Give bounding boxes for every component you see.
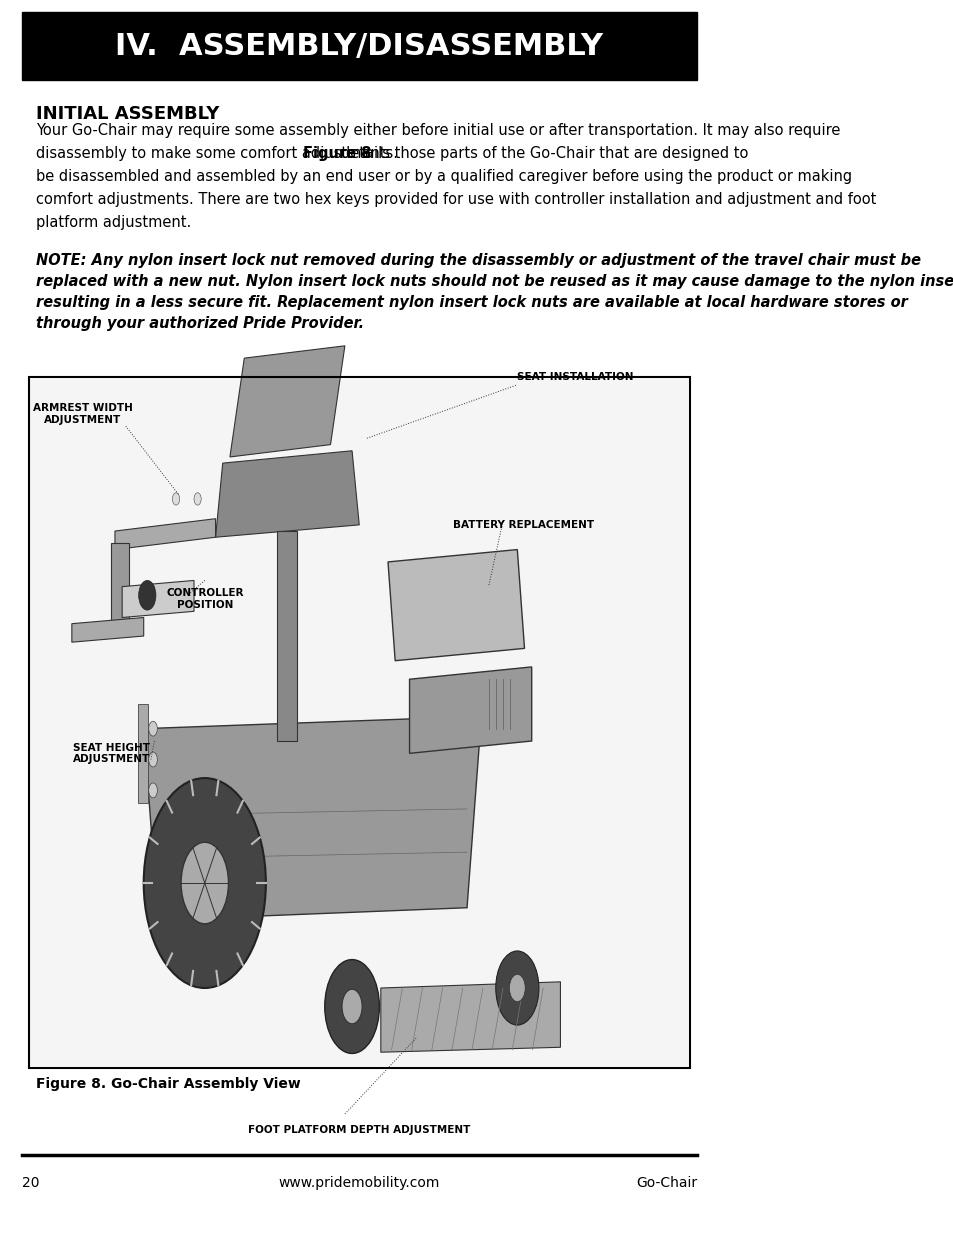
Polygon shape	[115, 519, 215, 550]
Text: SEAT INSTALLATION: SEAT INSTALLATION	[517, 372, 633, 382]
Text: be disassembled and assembled by an end user or by a qualified caregiver before : be disassembled and assembled by an end …	[36, 169, 851, 184]
Bar	[138, 704, 148, 803]
Text: FOOT PLATFORM DEPTH ADJUSTMENT: FOOT PLATFORM DEPTH ADJUSTMENT	[248, 1125, 470, 1135]
Circle shape	[138, 580, 155, 610]
Circle shape	[149, 752, 157, 767]
Polygon shape	[122, 580, 193, 618]
Text: Figure 8. Go-Chair Assembly View: Figure 8. Go-Chair Assembly View	[36, 1077, 300, 1091]
Text: CONTROLLER
POSITION: CONTROLLER POSITION	[166, 588, 243, 610]
Text: Your Go-Chair may require some assembly either before initial use or after trans: Your Go-Chair may require some assembly …	[36, 124, 840, 138]
Text: Figure 8: Figure 8	[303, 146, 372, 162]
Text: details those parts of the Go-Chair that are designed to: details those parts of the Go-Chair that…	[340, 146, 747, 162]
Text: ARMREST WIDTH
ADJUSTMENT: ARMREST WIDTH ADJUSTMENT	[32, 403, 132, 425]
Circle shape	[172, 493, 179, 505]
Bar	[112, 543, 130, 636]
Circle shape	[342, 989, 362, 1024]
Text: disassembly to make some comfort adjustments.: disassembly to make some comfort adjustm…	[36, 146, 402, 162]
Text: IV.  ASSEMBLY/DISASSEMBLY: IV. ASSEMBLY/DISASSEMBLY	[115, 32, 602, 61]
Circle shape	[496, 951, 538, 1025]
Circle shape	[149, 783, 157, 798]
Text: www.pridemobility.com: www.pridemobility.com	[278, 1176, 439, 1189]
Bar	[30, 379, 688, 1066]
Bar	[22, 12, 697, 80]
Text: Go-Chair: Go-Chair	[635, 1176, 697, 1189]
Text: INITIAL ASSEMBLY: INITIAL ASSEMBLY	[36, 105, 219, 124]
Polygon shape	[71, 618, 144, 642]
Bar	[276, 531, 296, 741]
Polygon shape	[388, 550, 524, 661]
Text: NOTE: Any nylon insert lock nut removed during the disassembly or adjustment of : NOTE: Any nylon insert lock nut removed …	[36, 253, 953, 331]
Polygon shape	[215, 451, 359, 537]
Polygon shape	[409, 667, 531, 753]
Bar	[29, 377, 689, 1068]
Polygon shape	[230, 346, 345, 457]
Text: platform adjustment.: platform adjustment.	[36, 215, 191, 230]
Circle shape	[324, 960, 379, 1053]
Circle shape	[509, 974, 525, 1002]
Polygon shape	[380, 982, 559, 1052]
Text: 20: 20	[22, 1176, 39, 1189]
Circle shape	[144, 778, 266, 988]
Circle shape	[181, 842, 229, 924]
Text: comfort adjustments. There are two hex keys provided for use with controller ins: comfort adjustments. There are two hex k…	[36, 193, 876, 207]
Text: BATTERY REPLACEMENT: BATTERY REPLACEMENT	[452, 520, 593, 530]
Polygon shape	[144, 716, 481, 920]
Circle shape	[149, 721, 157, 736]
Circle shape	[193, 493, 201, 505]
Text: SEAT HEIGHT
ADJUSTMENT: SEAT HEIGHT ADJUSTMENT	[72, 742, 150, 764]
